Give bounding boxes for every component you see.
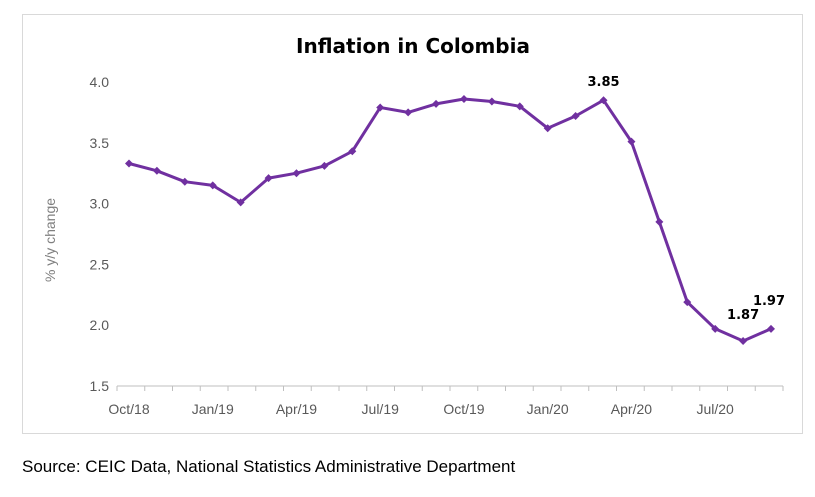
- data-point: [125, 159, 133, 168]
- data-point: [487, 97, 496, 106]
- data-point: [683, 298, 692, 307]
- x-tick-label: Apr/20: [611, 401, 652, 417]
- series-line: [127, 97, 773, 343]
- y-tick-label: 4.0: [90, 74, 110, 90]
- data-point: [739, 337, 748, 346]
- data-point: [404, 108, 413, 117]
- data-point: [432, 99, 441, 108]
- data-label: 1.87: [727, 308, 759, 323]
- data-label: 3.85: [587, 75, 619, 90]
- data-point: [208, 181, 217, 190]
- data-point: [627, 137, 636, 146]
- data-point: [292, 169, 301, 178]
- data-point: [711, 324, 720, 333]
- x-tick-label: Oct/18: [108, 401, 149, 417]
- data-label: 1.97: [753, 294, 785, 309]
- data-point: [515, 102, 524, 111]
- y-tick-label: 3.0: [90, 196, 110, 212]
- chart-marks: 1.5 2.0 2.5 3.0 3.5 4.0 Oct/18 Jan/19 Apr/19 Jul/…: [90, 74, 786, 417]
- data-point: [655, 217, 664, 226]
- chart-frame: Inflation in Colombia % y/y change 1.5 2.…: [22, 14, 803, 434]
- x-tick-label: Jul/20: [696, 401, 734, 417]
- x-tick-label: Oct/19: [443, 401, 484, 417]
- y-axis-label: % y/y change: [42, 198, 58, 282]
- data-point: [236, 198, 245, 207]
- data-point: [459, 95, 468, 104]
- data-point: [767, 324, 775, 333]
- source-note: Source: CEIC Data, National Statistics A…: [22, 457, 516, 476]
- data-point: [571, 112, 580, 121]
- x-tick-label: Jan/20: [527, 401, 569, 417]
- chart-svg: Inflation in Colombia % y/y change 1.5 2.…: [42, 34, 786, 417]
- data-point: [152, 166, 161, 175]
- data-point: [320, 161, 329, 170]
- y-tick-label: 3.5: [90, 135, 110, 151]
- y-tick-label: 1.5: [90, 378, 110, 394]
- x-tick-label: Jul/19: [362, 401, 400, 417]
- data-point: [376, 103, 385, 112]
- data-point: [264, 174, 273, 183]
- data-point: [348, 147, 357, 156]
- x-tick-label: Apr/19: [276, 401, 317, 417]
- data-point: [180, 177, 189, 186]
- data-point: [599, 96, 608, 105]
- data-point: [543, 124, 552, 133]
- x-tick-label: Jan/19: [192, 401, 234, 417]
- y-tick-label: 2.5: [90, 256, 110, 272]
- chart-title: Inflation in Colombia: [296, 34, 530, 58]
- y-tick-label: 2.0: [90, 317, 110, 333]
